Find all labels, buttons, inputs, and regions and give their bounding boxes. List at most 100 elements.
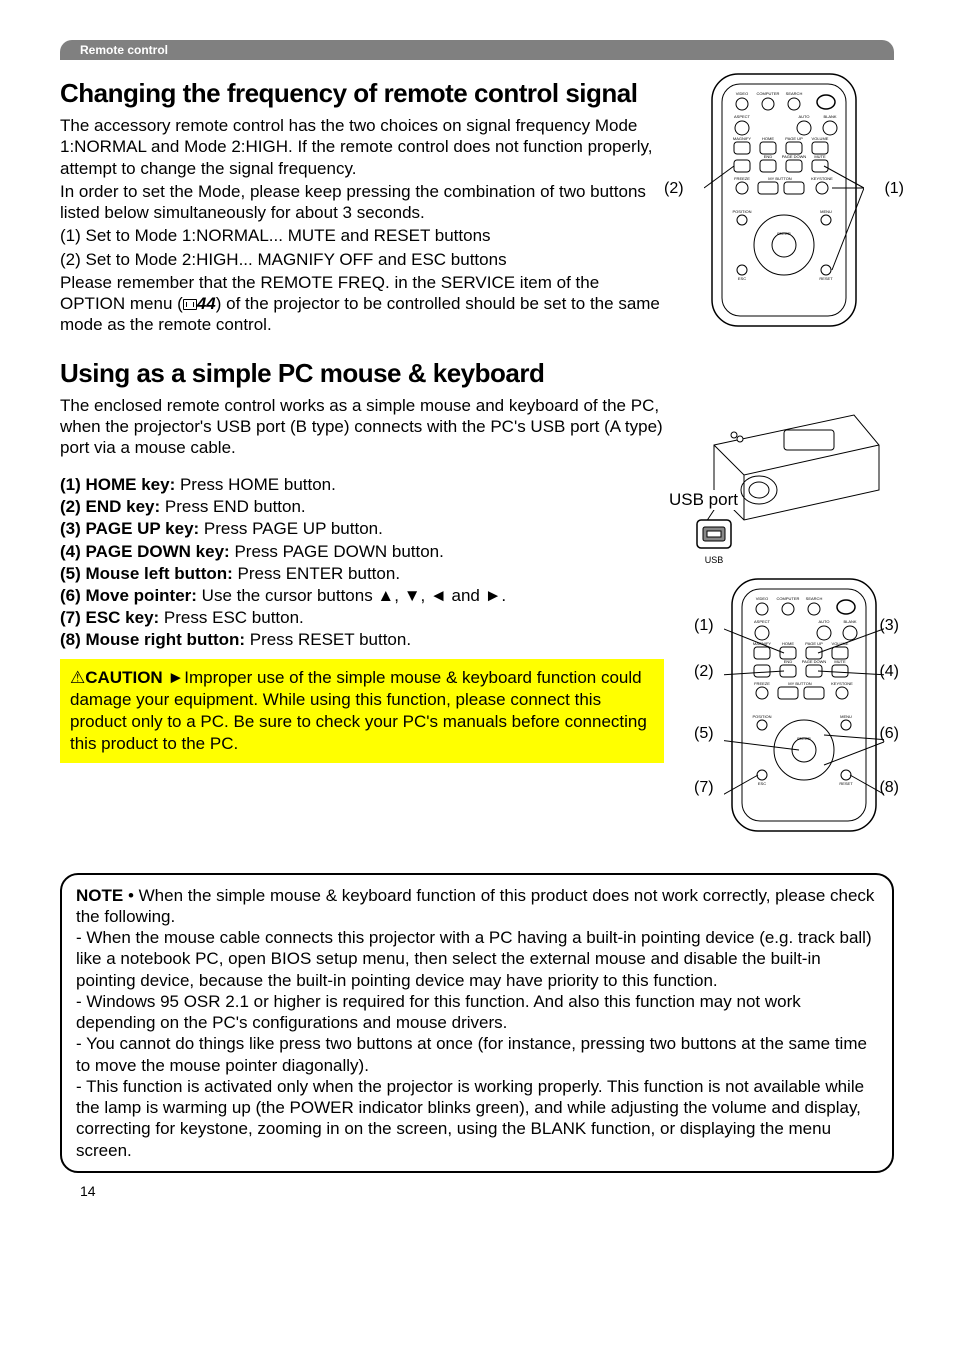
svg-text:USB: USB xyxy=(705,555,724,565)
key-item-8: (8) Mouse right button: Press RESET butt… xyxy=(60,629,664,651)
svg-text:MY BUTTON: MY BUTTON xyxy=(768,176,792,181)
callout-1: (1) xyxy=(884,180,904,198)
note-label: NOTE xyxy=(76,886,123,905)
key-item-1: (1) HOME key: Press HOME button. xyxy=(60,474,664,496)
svg-text:ENTER: ENTER xyxy=(797,736,811,741)
key-desc: Press HOME button. xyxy=(175,475,336,494)
key-item-3: (3) PAGE UP key: Press PAGE UP button. xyxy=(60,518,664,540)
remote-diagram-top: VIDEO COMPUTER SEARCH ASPECT AUTO BLANK MAGN… xyxy=(704,70,864,330)
key-item-2: (2) END key: Press END button. xyxy=(60,496,664,518)
svg-text:MAGNIFY: MAGNIFY xyxy=(753,641,772,646)
svg-text:HOME: HOME xyxy=(762,136,774,141)
svg-text:AUTO: AUTO xyxy=(818,619,829,624)
key-label: (7) ESC key: xyxy=(60,608,159,627)
key-item-4: (4) PAGE DOWN key: Press PAGE DOWN butto… xyxy=(60,541,664,563)
svg-text:MENU: MENU xyxy=(840,714,852,719)
note-item-3: - You cannot do things like press two bu… xyxy=(76,1033,878,1076)
svg-text:ESC: ESC xyxy=(738,276,746,281)
key-label: (4) PAGE DOWN key: xyxy=(60,542,230,561)
warning-icon: ⚠ xyxy=(70,668,85,687)
callout-2: (2) xyxy=(664,180,684,198)
projector-diagram xyxy=(684,395,884,535)
svg-text:ASPECT: ASPECT xyxy=(754,619,771,624)
key-desc: Press ENTER button. xyxy=(233,564,400,583)
note-item-2: - Windows 95 OSR 2.1 or higher is requir… xyxy=(76,991,878,1034)
svg-text:COMPUTER: COMPUTER xyxy=(757,91,780,96)
callout-b5: (5) xyxy=(694,725,714,743)
mouse-intro: The enclosed remote control works as a s… xyxy=(60,395,664,459)
svg-text:RESET: RESET xyxy=(839,781,853,786)
svg-text:BLANK: BLANK xyxy=(843,619,856,624)
svg-text:RESET: RESET xyxy=(819,276,833,281)
svg-text:ESC: ESC xyxy=(758,781,766,786)
svg-text:SEARCH: SEARCH xyxy=(806,596,823,601)
callout-b7: (7) xyxy=(694,779,714,797)
freq-note: Please remember that the REMOTE FREQ. in… xyxy=(60,272,664,336)
svg-text:VOLUME: VOLUME xyxy=(812,136,829,141)
key-desc: Press PAGE DOWN button. xyxy=(230,542,444,561)
key-label: (6) Move pointer: xyxy=(60,586,197,605)
svg-text:VIDEO: VIDEO xyxy=(756,596,768,601)
svg-text:PAGE DOWN: PAGE DOWN xyxy=(802,659,827,664)
key-desc: Press RESET button. xyxy=(245,630,411,649)
svg-text:COMPUTER: COMPUTER xyxy=(777,596,800,601)
svg-text:VOLUME: VOLUME xyxy=(832,641,849,646)
note-item-4: - This function is activated only when t… xyxy=(76,1076,878,1161)
svg-text:FREEZE: FREEZE xyxy=(734,176,750,181)
svg-text:BLANK: BLANK xyxy=(823,114,836,119)
key-desc: Press PAGE UP button. xyxy=(199,519,383,538)
svg-text:ENTER: ENTER xyxy=(777,231,791,236)
svg-text:AUTO: AUTO xyxy=(798,114,809,119)
svg-text:MUTE: MUTE xyxy=(814,154,826,159)
page-number: 14 xyxy=(60,1183,894,1199)
svg-text:MAGNIFY: MAGNIFY xyxy=(733,136,752,141)
callout-b2: (2) xyxy=(694,663,714,681)
svg-text:FREEZE: FREEZE xyxy=(754,681,770,686)
key-label: (2) END key: xyxy=(60,497,160,516)
freq-paragraph-2: In order to set the Mode, please keep pr… xyxy=(60,181,664,224)
svg-text:PAGE UP: PAGE UP xyxy=(785,136,803,141)
freq-paragraph-1: The accessory remote control has the two… xyxy=(60,115,664,179)
svg-text:MY BUTTON: MY BUTTON xyxy=(788,681,812,686)
svg-text:ASPECT: ASPECT xyxy=(734,114,751,119)
key-item-7: (7) ESC key: Press ESC button. xyxy=(60,607,664,629)
key-item-5: (5) Mouse left button: Press ENTER butto… xyxy=(60,563,664,585)
callout-b1: (1) xyxy=(694,617,714,635)
svg-text:KEYSTONE: KEYSTONE xyxy=(831,681,853,686)
section-tag: Remote control xyxy=(60,40,894,60)
note-intro: • When the simple mouse & keyboard funct… xyxy=(76,886,874,926)
key-label: (5) Mouse left button: xyxy=(60,564,233,583)
freq-ref-number: 44 xyxy=(197,294,216,313)
svg-text:PAGE DOWN: PAGE DOWN xyxy=(782,154,807,159)
svg-text:HOME: HOME xyxy=(782,641,794,646)
usb-port-label: USB port xyxy=(669,490,738,510)
svg-text:SEARCH: SEARCH xyxy=(786,91,803,96)
heading-frequency: Changing the frequency of remote control… xyxy=(60,78,664,109)
svg-text:MENU: MENU xyxy=(820,209,832,214)
key-desc: Press END button. xyxy=(160,497,306,516)
key-item-6: (6) Move pointer: Use the cursor buttons… xyxy=(60,585,664,607)
key-label: (3) PAGE UP key: xyxy=(60,519,199,538)
svg-text:POSITION: POSITION xyxy=(752,714,771,719)
key-desc: Press ESC button. xyxy=(159,608,304,627)
manual-ref-icon xyxy=(183,299,197,310)
key-label: (1) HOME key: xyxy=(60,475,175,494)
svg-text:POSITION: POSITION xyxy=(732,209,751,214)
remote-diagram-bottom: VIDEO COMPUTER SEARCH ASPECT AUTO BLANK MAGN… xyxy=(724,575,884,835)
note-item-1: - When the mouse cable connects this pro… xyxy=(76,927,878,991)
heading-mouse: Using as a simple PC mouse & keyboard xyxy=(60,358,894,389)
caution-label: CAUTION xyxy=(85,668,162,687)
svg-text:END: END xyxy=(764,154,773,159)
key-label: (8) Mouse right button: xyxy=(60,630,245,649)
freq-mode2: (2) Set to Mode 2:HIGH... MAGNIFY OFF an… xyxy=(60,249,664,270)
svg-text:PAGE UP: PAGE UP xyxy=(805,641,823,646)
caution-box: ⚠CAUTION ►Improper use of the simple mou… xyxy=(60,659,664,763)
svg-text:MUTE: MUTE xyxy=(834,659,846,664)
svg-text:END: END xyxy=(784,659,793,664)
usb-port-icon: USB xyxy=(689,515,739,575)
key-desc: Use the cursor buttons ▲, ▼, ◄ and ►. xyxy=(197,586,506,605)
svg-text:VIDEO: VIDEO xyxy=(736,91,748,96)
note-box: NOTE • When the simple mouse & keyboard … xyxy=(60,873,894,1173)
freq-mode1: (1) Set to Mode 1:NORMAL... MUTE and RES… xyxy=(60,225,664,246)
svg-text:KEYSTONE: KEYSTONE xyxy=(811,176,833,181)
